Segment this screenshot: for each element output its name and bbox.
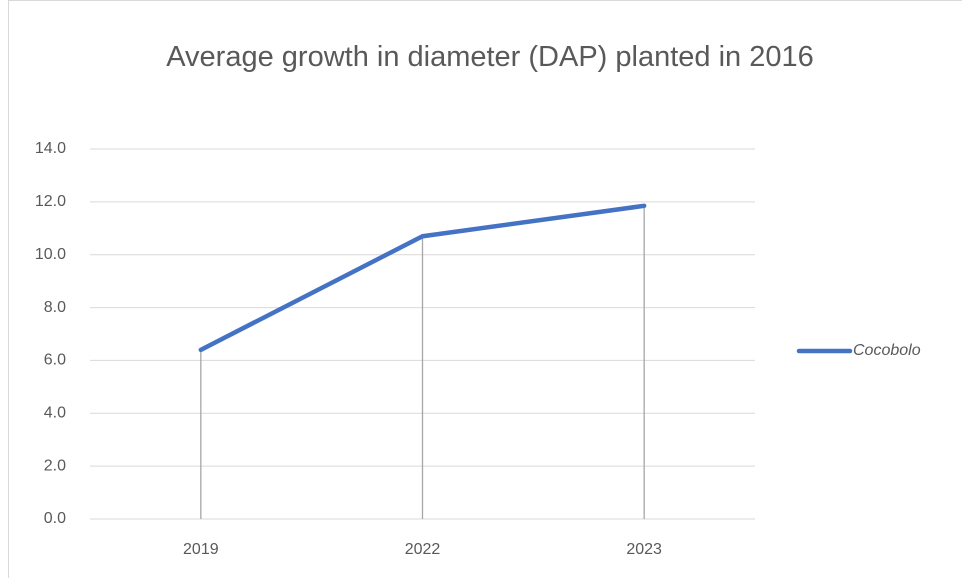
x-tick-label: 2019 [183, 541, 219, 558]
x-tick-label: 2022 [405, 541, 441, 558]
chart-title: Average growth in diameter (DAP) planted… [166, 41, 814, 73]
y-tick-label: 12.0 [35, 193, 66, 210]
series-line [198, 203, 647, 353]
y-tick-label: 8.0 [44, 299, 66, 316]
x-tick-label: 2023 [626, 541, 662, 558]
y-tick-label: 4.0 [44, 405, 66, 422]
y-tick-label: 2.0 [44, 457, 66, 474]
y-tick-label: 10.0 [35, 246, 66, 263]
legend-label: Cocobolo [853, 342, 921, 359]
chart-border [8, 0, 962, 578]
y-tick-label: 0.0 [44, 510, 66, 527]
y-tick-label: 6.0 [44, 352, 66, 369]
y-tick-label: 14.0 [35, 140, 66, 157]
